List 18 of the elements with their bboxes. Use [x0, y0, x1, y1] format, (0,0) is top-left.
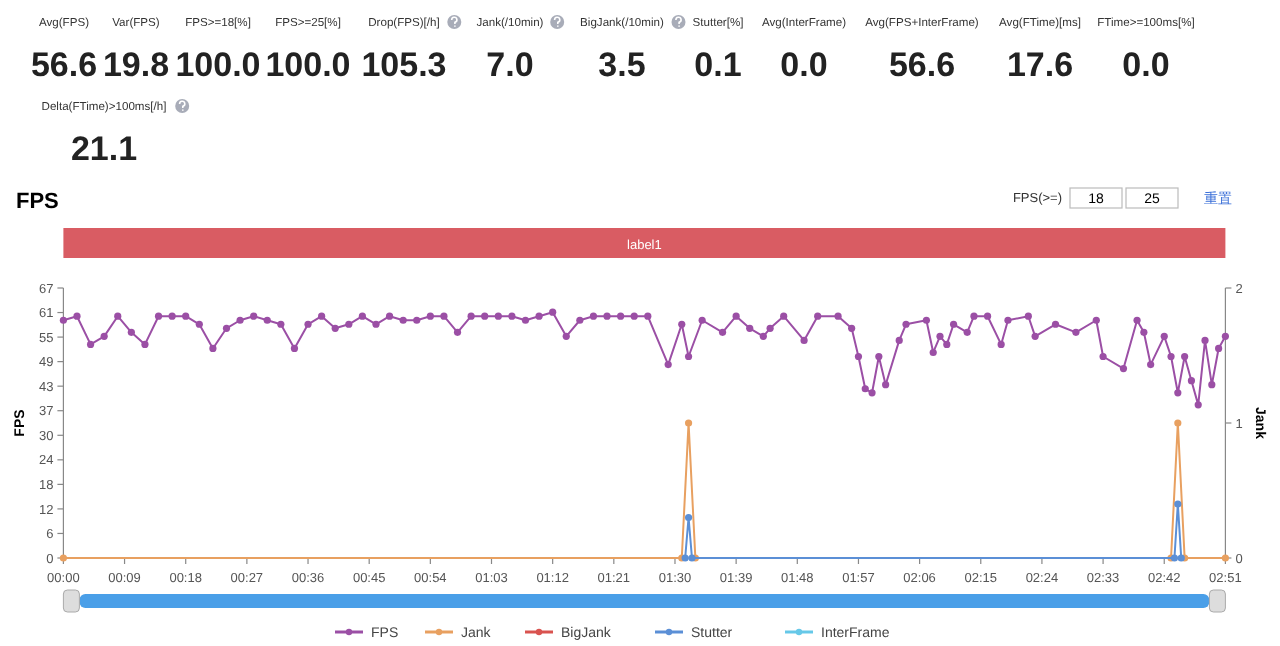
- text: 21.1: [70, 130, 138, 168]
- point: [684, 419, 693, 427]
- text: 100.0: [265, 46, 351, 84]
- text: 19.8: [102, 46, 170, 84]
- text: 100.0: [175, 46, 261, 84]
- text: 0.1: [694, 46, 742, 84]
- text: 3.5: [598, 46, 646, 84]
- text: 0.0: [780, 46, 828, 84]
- text: 17.6: [1006, 46, 1074, 84]
- text: 105.3: [361, 46, 447, 84]
- chart-title: FPS: [16, 190, 59, 214]
- point: [684, 513, 693, 522]
- text: 0.0: [1122, 46, 1170, 84]
- text: 56.6: [30, 46, 98, 84]
- text: 56.6: [888, 46, 956, 84]
- text: 7.0: [486, 46, 534, 84]
- point: [1174, 419, 1182, 427]
- point: [1174, 500, 1182, 508]
